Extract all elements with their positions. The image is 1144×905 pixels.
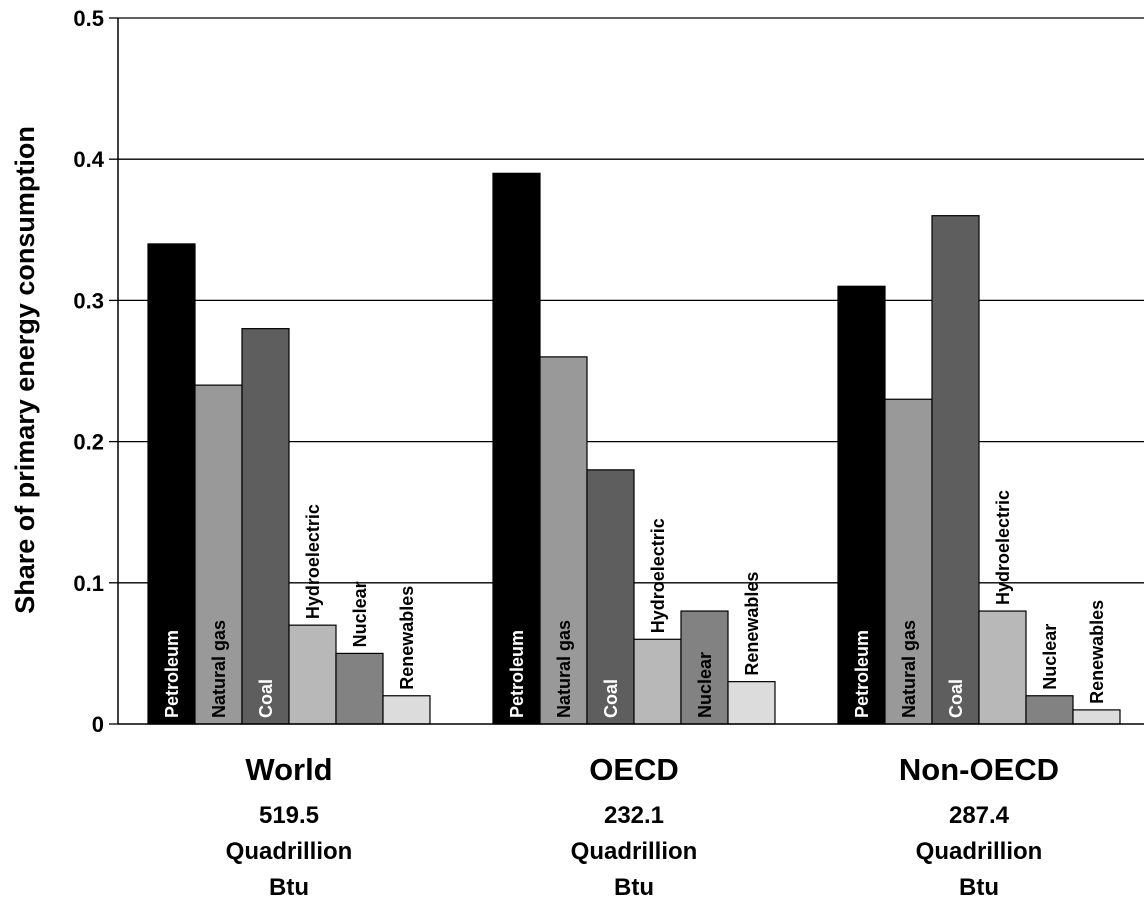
bar-oecd-nuclear: [680, 610, 729, 725]
group-name: Non-OECD: [899, 752, 1059, 787]
bar-oecd-coal: [586, 469, 635, 725]
group-total-line: 287.4: [949, 802, 1010, 829]
group-name: OECD: [589, 752, 679, 787]
group-total-line: Quadrillion: [571, 838, 698, 865]
bar-label: Hydroelectric: [993, 490, 1013, 605]
bar-non-oecd-nuclear: [1025, 695, 1074, 725]
bar-label: Coal: [601, 679, 621, 718]
group-total-line: Quadrillion: [916, 838, 1043, 865]
group-total-line: Btu: [614, 874, 654, 901]
bar-label: Hydroelectric: [303, 504, 323, 619]
bar-oecd-renewables: [727, 681, 776, 725]
bar-label: Renewables: [397, 586, 417, 690]
bar-non-oecd-renewables: [1072, 709, 1121, 725]
bar-label: Nuclear: [350, 581, 370, 647]
group-total-line: Btu: [269, 874, 309, 901]
bar-label: Coal: [256, 679, 276, 718]
bar-label: Petroleum: [507, 630, 527, 718]
bar-label: Natural gas: [554, 620, 574, 718]
group-total-line: Quadrillion: [226, 838, 353, 865]
bar-label: Natural gas: [209, 620, 229, 718]
bar-oecd-hydroelectric: [633, 638, 682, 725]
y-tick-label: 0.4: [73, 147, 104, 172]
y-tick-label: 0: [92, 712, 104, 737]
bar-world-renewables: [382, 695, 431, 725]
bar-label: Coal: [946, 679, 966, 718]
bar-world-coal: [241, 328, 290, 725]
labels: Share of primary energy consumption 0 0.1…: [10, 6, 1107, 901]
bar-label: Renewables: [742, 572, 762, 676]
bar-label: Renewables: [1087, 600, 1107, 704]
bar-world-petroleum: [147, 243, 196, 725]
bar-label: Nuclear: [695, 652, 715, 718]
bar-non-oecd-coal: [931, 215, 980, 725]
bars: [147, 172, 1121, 725]
bar-oecd-petroleum: [492, 172, 541, 725]
bar-world-hydroelectric: [288, 624, 337, 725]
bar-label: Petroleum: [162, 630, 182, 718]
y-tick-label: 0.3: [73, 288, 104, 313]
axes: [109, 17, 1144, 725]
group-name: World: [245, 752, 332, 787]
bar-world-nuclear: [335, 652, 384, 725]
group-total-line: 232.1: [604, 802, 664, 829]
bar-label: Hydroelectric: [648, 518, 668, 633]
bar-non-oecd-petroleum: [837, 285, 886, 725]
group-total-line: 519.5: [259, 802, 319, 829]
y-tick-label: 0.2: [73, 430, 104, 455]
y-axis-label: Share of primary energy consumption: [10, 126, 40, 614]
bar-oecd-natural-gas: [539, 356, 588, 725]
bar-label: Nuclear: [1040, 624, 1060, 690]
bar-label: Natural gas: [899, 620, 919, 718]
bar-non-oecd-hydroelectric: [978, 610, 1027, 725]
group-total-line: Btu: [959, 874, 999, 901]
y-tick-label: 0.1: [73, 571, 104, 596]
y-tick-label: 0.5: [73, 6, 104, 31]
bar-label: Petroleum: [852, 630, 872, 718]
